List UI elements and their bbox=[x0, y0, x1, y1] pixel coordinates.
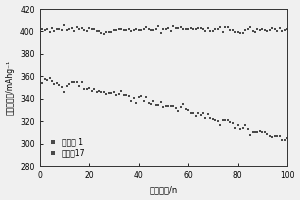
实施例17 bbox=[40, 82, 44, 85]
实施例 1 bbox=[271, 27, 274, 29]
实施例17 bbox=[275, 135, 279, 137]
实施例 1 bbox=[40, 27, 44, 30]
实施例 1 bbox=[102, 33, 106, 36]
Y-axis label: 放电比容量/mAhg⁻¹: 放电比容量/mAhg⁻¹ bbox=[6, 60, 15, 115]
实施例 1 bbox=[172, 25, 175, 28]
实施例17 bbox=[268, 135, 272, 137]
实施例17 bbox=[169, 105, 172, 107]
实施例 1 bbox=[285, 28, 289, 30]
实施例 1 bbox=[63, 24, 66, 27]
实施例17 bbox=[189, 112, 192, 114]
实施例 1 bbox=[90, 27, 93, 30]
实施例17 bbox=[48, 77, 51, 79]
实施例17 bbox=[283, 139, 286, 141]
实施例17 bbox=[90, 90, 93, 92]
实施例17 bbox=[100, 91, 103, 93]
Line: 实施例 1: 实施例 1 bbox=[41, 24, 288, 35]
X-axis label: 循环次数/n: 循环次数/n bbox=[149, 185, 178, 194]
实施例 1 bbox=[191, 28, 195, 30]
实施例 1 bbox=[100, 32, 103, 34]
实施例 1 bbox=[278, 27, 282, 29]
Legend: 实施例 1, 实施例17: 实施例 1, 实施例17 bbox=[48, 136, 87, 159]
实施例17 bbox=[285, 137, 289, 140]
Line: 实施例17: 实施例17 bbox=[41, 77, 288, 141]
